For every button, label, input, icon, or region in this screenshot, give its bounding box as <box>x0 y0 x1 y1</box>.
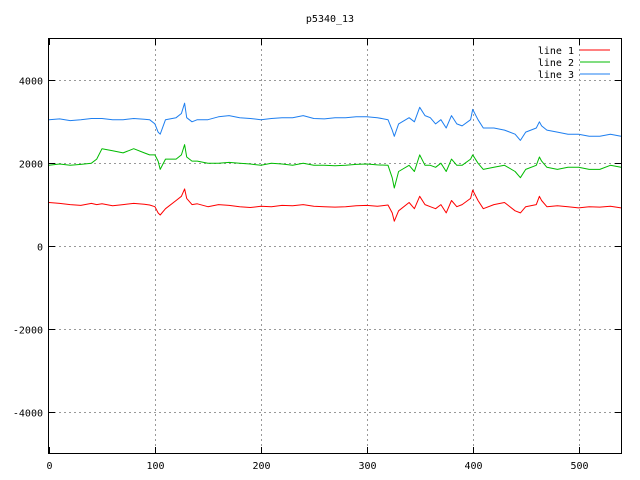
chart-title: p5340_13 <box>306 14 354 25</box>
y-tick-label: -4000 <box>13 409 43 420</box>
legend-label-1: line 1 <box>538 46 574 57</box>
y-tick-label: 2000 <box>19 160 43 171</box>
series-layer <box>48 102 622 222</box>
x-tick-label: 100 <box>146 461 164 472</box>
x-tick-label: 200 <box>252 461 270 472</box>
legend-label-2: line 2 <box>538 58 574 69</box>
y-tick-label: 4000 <box>19 77 43 88</box>
series-line-2 <box>48 144 622 189</box>
legend-label-3: line 3 <box>538 70 574 81</box>
plot-frame <box>48 38 622 454</box>
x-tick-label: 300 <box>358 461 376 472</box>
series-line-3 <box>48 102 622 141</box>
y-tick-label: 0 <box>37 243 43 254</box>
x-tick-label: 400 <box>464 461 482 472</box>
y-tick-label: -2000 <box>13 326 43 337</box>
grid <box>49 39 621 453</box>
x-tick-label: 0 <box>46 461 52 472</box>
x-tick-label: 500 <box>570 461 588 472</box>
axis-ticks: 0 100 200 300 400 500 -4000 -2000 0 2000 4000 <box>13 39 621 472</box>
series-line-1 <box>48 188 622 222</box>
